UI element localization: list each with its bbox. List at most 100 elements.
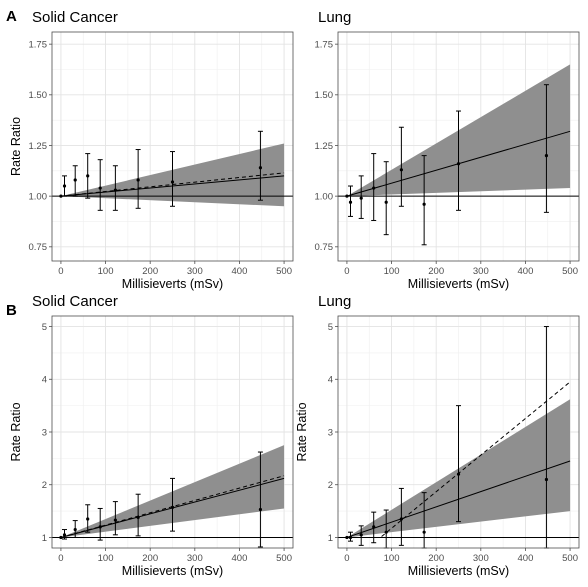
data-point — [73, 527, 77, 532]
data-point — [422, 530, 426, 534]
data-point — [544, 477, 549, 482]
data-point — [258, 507, 263, 512]
y-tick-label: 3 — [328, 427, 333, 438]
y-tick-label: 0.75 — [29, 242, 48, 253]
data-point — [399, 517, 403, 521]
x-tick-label: 0 — [58, 266, 63, 277]
row-label-b: B — [6, 302, 17, 319]
x-axis-label: Millisieverts (mSv) — [408, 564, 509, 578]
y-tick-label: 1 — [42, 533, 47, 544]
y-tick-label: 2 — [328, 480, 333, 491]
y-tick-label: 5 — [42, 322, 47, 333]
y-tick-label: 2 — [42, 480, 47, 491]
data-point — [422, 202, 426, 206]
x-tick-label: 300 — [473, 553, 489, 564]
x-tick-label: 100 — [98, 553, 114, 564]
y-axis-label: Rate Ratio — [9, 117, 23, 176]
data-point — [73, 178, 77, 182]
panel-b-lung: 0 100 200 300 400 500 1 2 3 4 5 Lung Millisieverts (… — [295, 293, 580, 578]
confidence-band — [346, 399, 571, 538]
data-point — [372, 525, 376, 529]
x-tick-label: 400 — [232, 553, 248, 564]
data-point — [136, 178, 140, 182]
x-tick-label: 400 — [518, 553, 534, 564]
data-point — [345, 194, 349, 198]
y-tick-label: 1 — [328, 533, 333, 544]
x-tick-label: 200 — [428, 553, 444, 564]
data-point — [348, 535, 353, 540]
data-point — [86, 517, 90, 521]
y-tick-label: 1.50 — [315, 90, 334, 101]
x-tick-label: 0 — [344, 553, 349, 564]
data-point — [348, 200, 353, 204]
y-tick-label: 5 — [328, 322, 333, 333]
y-tick-label: 1.75 — [29, 39, 48, 50]
data-point — [399, 168, 403, 172]
x-tick-label: 0 — [58, 553, 63, 564]
data-point — [359, 196, 363, 200]
x-tick-label: 300 — [473, 266, 489, 277]
data-point — [384, 200, 388, 204]
row-label-a: A — [6, 8, 17, 25]
panel-title: Solid Cancer — [32, 9, 118, 26]
data-point — [113, 518, 117, 522]
panel-border — [337, 31, 580, 262]
y-tick-label: 1.50 — [29, 90, 48, 101]
y-tick-label: 1.00 — [29, 191, 48, 202]
panel-title: Solid Cancer — [32, 293, 118, 310]
panel-border — [51, 31, 294, 262]
y-tick-label: 4 — [328, 375, 333, 386]
y-tick-label: 1.00 — [315, 191, 334, 202]
data-point — [170, 505, 175, 509]
x-tick-label: 200 — [428, 266, 444, 277]
data-point — [372, 186, 376, 190]
data-point — [544, 154, 549, 158]
data-point — [59, 535, 63, 540]
y-axis-label: Rate Ratio — [9, 402, 23, 461]
x-tick-label: 300 — [187, 553, 203, 564]
x-tick-label: 500 — [562, 553, 578, 564]
data-point — [59, 194, 63, 198]
y-tick-label: 0.75 — [315, 242, 334, 253]
y-tick-label: 4 — [42, 375, 47, 386]
data-point — [136, 515, 140, 520]
data-point — [384, 530, 388, 534]
panel-title: Lung — [318, 293, 351, 310]
panel-b-solid-cancer: 0 100 200 300 400 500 1 2 3 4 5 Solid Cancer Millisi… — [9, 293, 294, 578]
x-axis-label: Millisieverts (mSv) — [122, 277, 223, 291]
data-point — [98, 525, 102, 529]
x-axis-label: Millisieverts (mSv) — [122, 564, 223, 578]
y-tick-label: 1.75 — [315, 39, 334, 50]
data-point — [345, 535, 349, 540]
data-point — [62, 533, 67, 537]
x-tick-label: 500 — [276, 266, 292, 277]
y-axis-label: Rate Ratio — [295, 402, 309, 461]
x-tick-label: 100 — [98, 266, 114, 277]
panel-title: Lung — [318, 9, 351, 26]
data-point — [456, 472, 461, 476]
x-tick-label: 200 — [142, 266, 158, 277]
data-point — [62, 184, 67, 188]
data-point — [456, 162, 461, 166]
x-tick-label: 200 — [142, 553, 158, 564]
y-tick-label: 1.25 — [29, 141, 48, 152]
data-point — [170, 180, 175, 184]
data-point — [86, 174, 90, 178]
panel-a-lung: 0 100 200 300 400 500 0.75 1.00 1.25 1.50 1.75 Lung… — [315, 9, 580, 291]
x-tick-label: 500 — [562, 266, 578, 277]
data-point — [113, 188, 117, 192]
x-tick-label: 300 — [187, 266, 203, 277]
y-tick-label: 3 — [42, 427, 47, 438]
x-tick-label: 100 — [384, 266, 400, 277]
x-tick-label: 500 — [276, 553, 292, 564]
data-point — [258, 166, 263, 170]
x-tick-label: 0 — [344, 266, 349, 277]
panel-a-solid-cancer: 0 100 200 300 400 500 0.75 1.00 1.25 1.50 1.75 Soli… — [9, 9, 294, 291]
y-tick-label: 1.25 — [315, 141, 334, 152]
x-tick-label: 400 — [518, 266, 534, 277]
x-tick-label: 400 — [232, 266, 248, 277]
x-axis-label: Millisieverts (mSv) — [408, 277, 509, 291]
data-point — [98, 186, 102, 190]
data-point — [359, 533, 363, 537]
